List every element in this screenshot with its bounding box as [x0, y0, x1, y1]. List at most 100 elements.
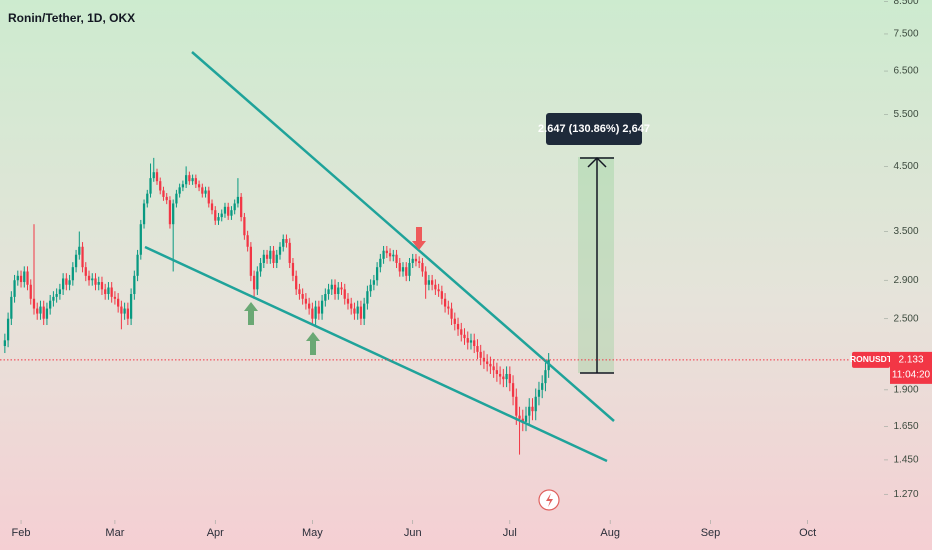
candle-body	[243, 217, 246, 236]
countdown-label: 11:04:20	[892, 370, 931, 381]
candle-body	[26, 271, 29, 285]
candle-body	[155, 172, 159, 182]
candle-body	[489, 363, 492, 367]
candle-body	[524, 415, 528, 422]
measure-zone	[578, 157, 614, 373]
candle-body	[431, 280, 434, 285]
y-tick-label: 3.500	[893, 226, 918, 237]
candle-body	[531, 406, 534, 412]
down-arrow	[412, 227, 426, 250]
candle-body	[3, 340, 6, 347]
candle-body	[385, 250, 388, 254]
x-tick-label: Jun	[404, 527, 422, 539]
candle-body	[398, 262, 401, 272]
candle-body	[256, 271, 259, 290]
candle-body	[36, 308, 39, 314]
candle-body	[246, 235, 249, 247]
candle-body	[492, 366, 495, 371]
candle-body	[217, 217, 220, 221]
candle-body	[168, 200, 172, 225]
candle-body	[466, 338, 469, 343]
candle-body	[61, 278, 65, 290]
candle-body	[272, 250, 275, 263]
candle-body	[363, 303, 366, 319]
candle-body	[259, 262, 262, 272]
candle-body	[107, 287, 110, 295]
candle-body	[126, 308, 129, 319]
candle-body	[434, 284, 437, 290]
bolt	[546, 493, 553, 507]
candle-body	[447, 306, 450, 309]
candle-body	[418, 261, 421, 263]
candle-body	[369, 284, 372, 292]
candle-body	[411, 258, 414, 263]
y-tick-label: 1.900	[893, 384, 918, 395]
y-tick-label: 4.500	[893, 161, 918, 172]
candle-body	[460, 329, 463, 335]
candle-body	[440, 291, 443, 299]
candle-body	[16, 275, 19, 281]
y-tick-label: 1.270	[893, 489, 918, 500]
candle-body	[486, 361, 489, 364]
candle-body	[408, 262, 411, 276]
candle-body	[91, 278, 94, 281]
candle-body	[29, 284, 32, 299]
candle-body	[405, 267, 408, 276]
candle-body	[110, 287, 113, 297]
candle-body	[191, 178, 194, 182]
measure-label-box	[546, 113, 642, 145]
candle-body	[223, 206, 227, 214]
candle-body	[58, 289, 62, 295]
candle-body	[343, 289, 346, 299]
candle-body	[317, 306, 320, 314]
candle-body	[291, 262, 295, 276]
candle-body	[295, 275, 298, 290]
candle-body	[129, 294, 133, 319]
candle-body	[275, 254, 278, 263]
candle-body	[544, 370, 547, 384]
price-label: 2.133	[898, 355, 923, 366]
candle-body	[81, 246, 84, 268]
candle-body	[498, 373, 502, 377]
price-box	[890, 351, 932, 384]
candle-body	[262, 254, 265, 263]
candle-body	[45, 308, 49, 319]
candle-body	[311, 308, 314, 319]
candle-body	[473, 340, 476, 347]
candle-body	[388, 253, 392, 257]
candle-body	[204, 190, 207, 194]
candle-body	[214, 210, 217, 221]
candle-body	[97, 282, 100, 285]
candle-body	[87, 275, 91, 281]
candle-body	[382, 250, 385, 259]
y-tick-label: 2.900	[893, 275, 918, 286]
candle-body	[13, 280, 16, 297]
candle-body	[159, 181, 162, 191]
candle-body	[269, 250, 272, 259]
candle-body	[175, 193, 178, 204]
candle-body	[210, 203, 214, 211]
candle-body	[379, 258, 382, 268]
x-tick-label: Mar	[105, 527, 124, 539]
candle-body	[10, 296, 13, 319]
candle-body	[104, 289, 107, 295]
candle-body	[453, 318, 456, 324]
candle-body	[252, 275, 256, 290]
candle-body	[541, 383, 544, 390]
candle-body	[330, 284, 333, 290]
candle-body	[165, 196, 168, 201]
candle-body	[456, 323, 460, 330]
candle-body	[495, 370, 499, 374]
candle-body	[308, 303, 311, 309]
candle-body	[113, 296, 117, 299]
x-tick-label: Sep	[701, 527, 721, 539]
y-tick-label: 5.500	[893, 109, 918, 120]
x-tick-label: Jul	[503, 527, 517, 539]
candle-body	[42, 306, 45, 319]
candle-body	[324, 294, 327, 301]
candle-body	[424, 271, 427, 285]
candle-body	[337, 287, 340, 295]
candle-body	[414, 258, 418, 262]
candle-body	[142, 203, 146, 225]
